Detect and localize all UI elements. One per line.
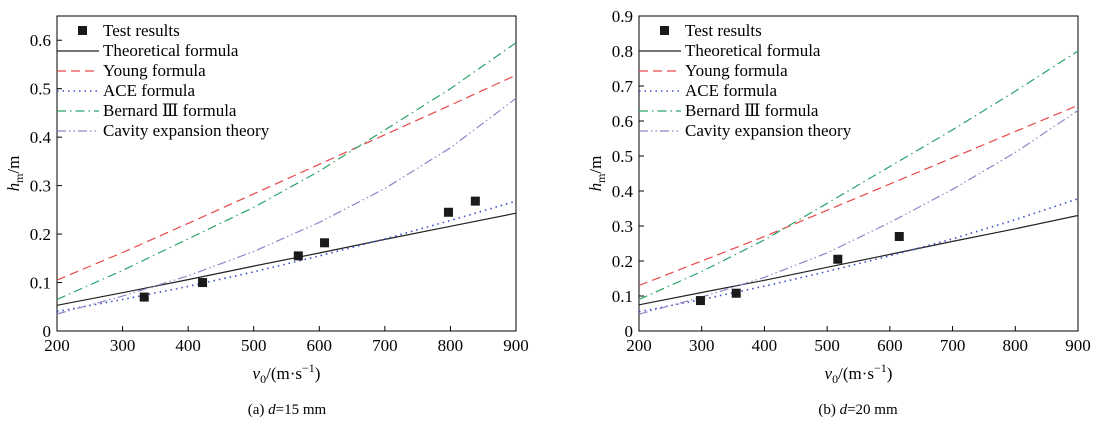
x-tick-label: 200 — [44, 336, 70, 355]
series-line — [639, 104, 1078, 287]
legend-label: ACE formula — [103, 81, 196, 100]
y-tick-label: 0.4 — [30, 128, 52, 147]
y-tick-label: 0.8 — [612, 42, 633, 61]
legend-label: Test results — [103, 21, 180, 40]
legend-label: Theoretical formula — [103, 41, 239, 60]
plot-area — [639, 50, 1078, 315]
x-tick-label: 900 — [1065, 336, 1091, 355]
x-tick-label: 700 — [940, 336, 966, 355]
chart-a: 200 300 400 500 600 700 800 900 0 0.1 0.2 0.3 0.4 0.5… — [4, 15, 529, 418]
y-axis-label: hm/m — [586, 156, 608, 192]
data-point — [198, 278, 208, 288]
data-point — [695, 296, 705, 306]
data-point — [443, 207, 453, 217]
legend-label: ACE formula — [685, 81, 778, 100]
data-point — [320, 238, 330, 248]
y-tick-label: 0.7 — [612, 77, 634, 96]
x-tick-label: 600 — [877, 336, 903, 355]
y-tick-label: 0.1 — [612, 287, 633, 306]
data-point — [293, 251, 303, 261]
legend-label: Bernard Ⅲ formula — [685, 101, 819, 120]
y-tick-label: 0.2 — [612, 252, 633, 271]
x-tick-label: 200 — [626, 336, 652, 355]
legend-marker — [78, 26, 87, 35]
legend-label: Young formula — [103, 61, 206, 80]
legend-marker — [660, 26, 669, 35]
x-tick-label: 500 — [241, 336, 267, 355]
y-tick-label: 0.6 — [30, 31, 51, 50]
chart-caption: (a) d=15 mm — [248, 402, 327, 418]
y-tick-label: 0.9 — [612, 7, 633, 26]
legend-label: Bernard Ⅲ formula — [103, 101, 237, 120]
legend-label: Cavity expansion theory — [685, 121, 852, 140]
data-point — [731, 288, 741, 298]
x-tick-label: 800 — [1003, 336, 1029, 355]
y-tick-label: 0.3 — [30, 177, 51, 196]
x-tick-label: 800 — [438, 336, 464, 355]
y-tick-label: 0.6 — [612, 112, 633, 131]
y-tick-label: 0 — [625, 322, 634, 341]
legend-label: Test results — [685, 21, 762, 40]
legend-label: Young formula — [685, 61, 788, 80]
x-tick-label: 600 — [307, 336, 333, 355]
series-line — [57, 200, 516, 313]
y-tick-label: 0 — [43, 322, 52, 341]
plot-area — [57, 42, 516, 315]
x-tick-label: 300 — [110, 336, 136, 355]
y-tick-label: 0.5 — [30, 80, 51, 99]
series-line — [639, 197, 1078, 313]
x-tick-label: 300 — [689, 336, 715, 355]
x-tick-label: 400 — [752, 336, 778, 355]
legend-label: Cavity expansion theory — [103, 121, 270, 140]
chart-caption: (b) d=20 mm — [818, 402, 898, 418]
y-tick-label: 0.4 — [612, 182, 634, 201]
plot-frame — [638, 15, 1079, 332]
x-tick-label: 700 — [372, 336, 398, 355]
data-point — [470, 196, 480, 206]
chart-b: 200 300 400 500 600 700 800 900 0 0.1 0.2 0.3 0.4 0.5… — [586, 7, 1091, 418]
series-line — [57, 42, 516, 301]
x-axis-label: v0/(m·s−1) — [253, 361, 321, 386]
y-axis-label: hm/m — [4, 156, 26, 192]
plot-frame — [56, 15, 517, 332]
y-tick-label: 0.2 — [30, 225, 51, 244]
data-point — [139, 292, 149, 302]
y-tick-label: 0.5 — [612, 147, 633, 166]
x-axis-label: v0/(m·s−1) — [825, 361, 893, 386]
series-line — [57, 97, 516, 315]
x-tick-label: 400 — [175, 336, 201, 355]
data-point — [833, 254, 843, 264]
y-tick-label: 0.1 — [30, 274, 51, 293]
x-tick-label: 900 — [503, 336, 529, 355]
series-line — [639, 214, 1078, 306]
series-line — [639, 110, 1078, 315]
legend-label: Theoretical formula — [685, 41, 821, 60]
series-line — [57, 212, 516, 306]
series-line — [639, 50, 1078, 301]
data-point — [894, 232, 904, 241]
y-tick-label: 0.3 — [612, 217, 633, 236]
x-tick-label: 500 — [814, 336, 840, 355]
